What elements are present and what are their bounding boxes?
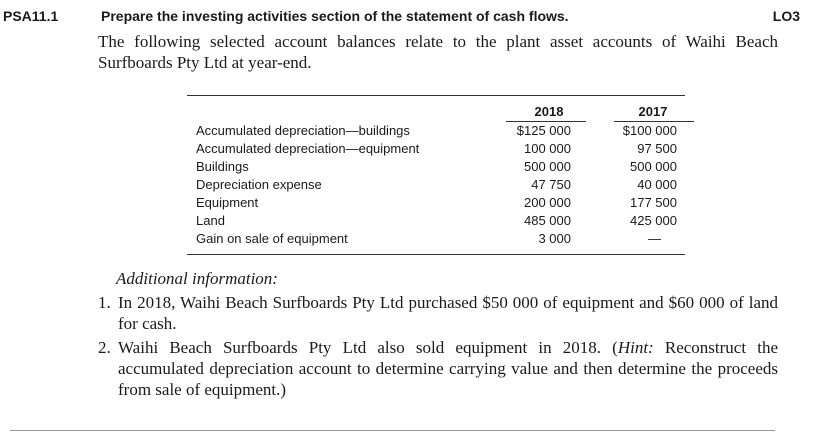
value-2018: 200 000	[524, 195, 571, 210]
account-balances-table: 2018 2017 Accumulated depreciation—build…	[187, 95, 694, 255]
item-text: In 2018, Waihi Beach Surfboards Pty Ltd …	[118, 293, 778, 333]
row-label: Buildings	[196, 159, 249, 174]
value-2018: 485 000	[524, 213, 571, 228]
table-top-rule	[187, 95, 685, 96]
learning-objective: LO3	[772, 8, 800, 24]
row-label: Equipment	[196, 195, 259, 210]
row-label: Gain on sale of equipment	[196, 231, 348, 246]
value-2017: 500 000	[630, 159, 677, 174]
column-header-rule-2017	[614, 121, 694, 122]
intro-paragraph: The following selected account balances …	[98, 32, 778, 72]
page-bottom-rule	[10, 430, 775, 431]
additional-info-heading: Additional information:	[116, 269, 278, 288]
table-row: Accumulated depreciation—equipment 100 0…	[187, 141, 685, 159]
column-header-2017: 2017	[638, 104, 668, 119]
value-2018: 100 000	[524, 141, 571, 156]
item-number: 1.	[98, 293, 111, 312]
table-row: Depreciation expense 47 750 40 000	[187, 177, 685, 195]
additional-info-list: 1. In 2018, Waihi Beach Surfboards Pty L…	[98, 292, 778, 403]
item-text-after: Reconstruct the accumulated depreciation…	[118, 338, 779, 399]
list-item: 2. Waihi Beach Surfboards Pty Ltd also s…	[98, 337, 778, 400]
value-2018: 3 000	[538, 231, 571, 246]
value-2017: 40 000	[637, 177, 677, 192]
table-bottom-rule	[187, 254, 685, 255]
table-row: Gain on sale of equipment 3 000 —	[187, 231, 685, 249]
item-text: Waihi Beach Surfboards Pty Ltd also sold…	[118, 337, 778, 400]
value-2018: 500 000	[524, 159, 571, 174]
row-label: Land	[196, 213, 225, 228]
value-2017: 425 000	[630, 213, 677, 228]
problem-title: Prepare the investing activities section…	[101, 8, 569, 24]
value-2017: $100 000	[622, 123, 677, 138]
value-2017: 177 500	[630, 195, 677, 210]
problem-header: PSA11.1 Prepare the investing activities…	[0, 8, 800, 28]
table-row: Accumulated depreciation—buildings $125 …	[187, 123, 685, 141]
list-item: 1. In 2018, Waihi Beach Surfboards Pty L…	[98, 292, 778, 334]
table-row: Buildings 500 000 500 000	[187, 159, 685, 177]
value-2017: 97 500	[637, 141, 677, 156]
column-header-2018: 2018	[534, 104, 564, 119]
row-label: Accumulated depreciation—buildings	[196, 123, 410, 138]
value-2018: 47 750	[531, 177, 571, 192]
row-label: Accumulated depreciation—equipment	[196, 141, 420, 156]
table-row: Land 485 000 425 000	[187, 213, 685, 231]
row-label: Depreciation expense	[196, 177, 322, 192]
item-number: 2.	[98, 338, 111, 357]
value-2018: $125 000	[516, 123, 571, 138]
column-header-rule-2018	[506, 121, 586, 122]
hint-label: Hint:	[617, 338, 654, 357]
item-text-before: Waihi Beach Surfboards Pty Ltd also sold…	[118, 338, 618, 357]
value-2017: —	[648, 231, 661, 246]
table-row: Equipment 200 000 177 500	[187, 195, 685, 213]
problem-id: PSA11.1	[3, 8, 59, 24]
